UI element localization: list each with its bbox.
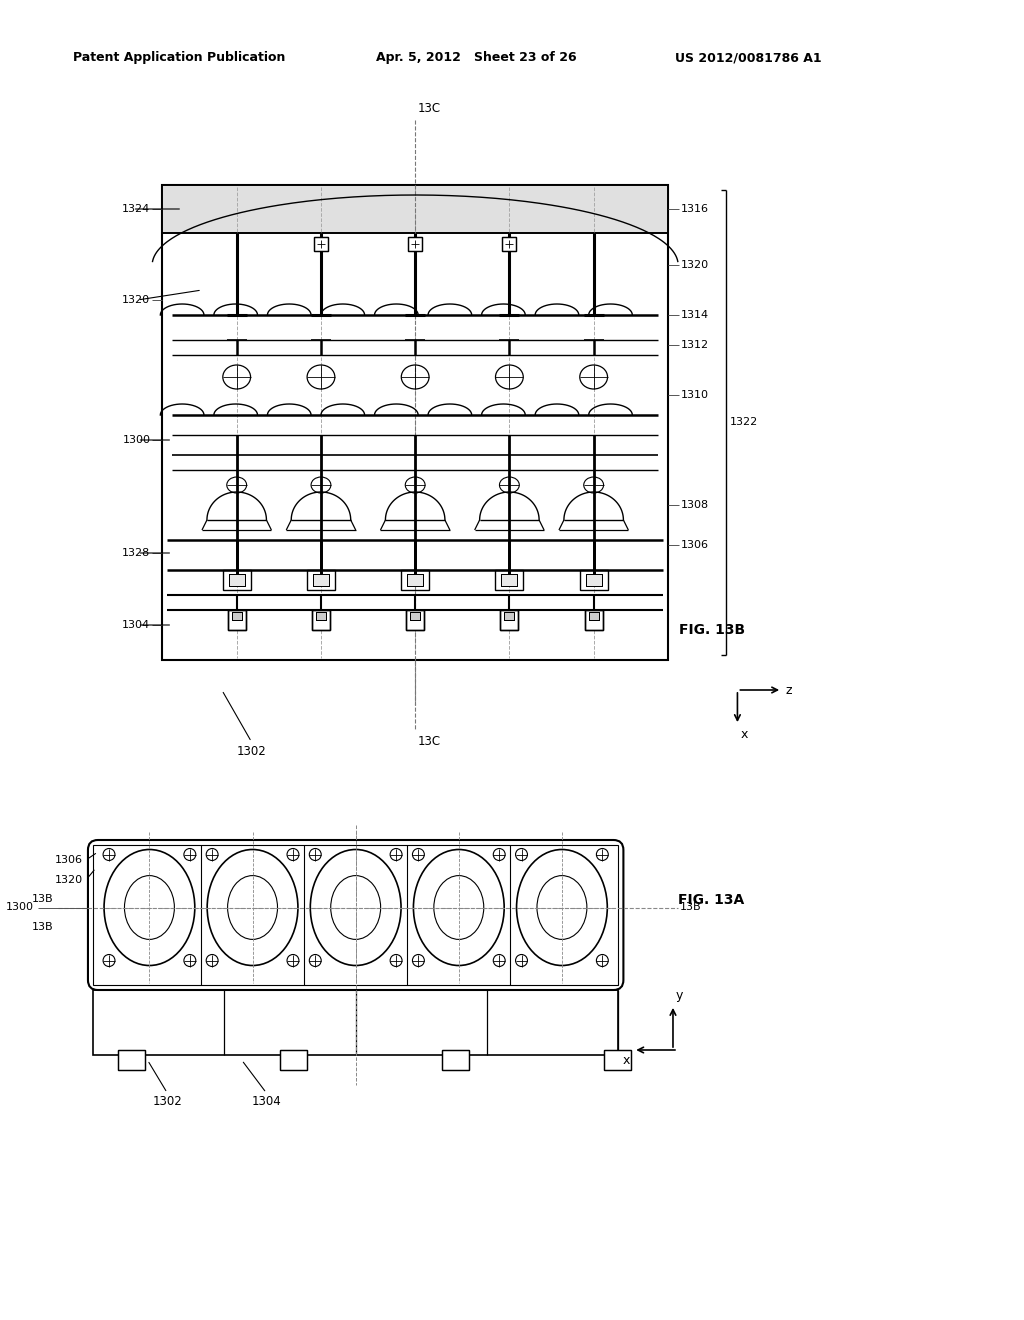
Bar [228, 574, 245, 586]
Bar [441, 1049, 469, 1071]
Bar [163, 185, 668, 234]
Bar [307, 570, 335, 590]
Bar [231, 612, 242, 620]
Bar [411, 612, 420, 620]
Bar [314, 238, 328, 251]
Bar [118, 1049, 145, 1071]
Text: 1310: 1310 [681, 389, 709, 400]
Text: 1306: 1306 [681, 540, 709, 550]
Bar [312, 610, 330, 630]
Bar [408, 574, 423, 586]
Text: 1320: 1320 [681, 260, 709, 271]
Bar [501, 610, 518, 630]
Text: x: x [740, 729, 748, 741]
Text: 1324: 1324 [122, 205, 151, 214]
Bar [163, 185, 668, 660]
Text: z: z [785, 684, 792, 697]
Text: 13B: 13B [680, 903, 701, 912]
Bar [280, 1049, 307, 1071]
Bar [409, 238, 422, 251]
Bar [603, 1049, 632, 1071]
Bar [580, 570, 607, 590]
Text: 13C: 13C [418, 102, 441, 115]
Bar [163, 185, 668, 234]
Text: 1304: 1304 [122, 620, 151, 630]
Text: 13C: 13C [418, 735, 441, 748]
Bar [589, 612, 599, 620]
Text: y: y [676, 989, 683, 1002]
Bar [223, 570, 251, 590]
Bar [231, 612, 242, 620]
Text: 1328: 1328 [122, 548, 151, 558]
Bar [316, 612, 326, 620]
Bar [314, 238, 328, 251]
Bar [585, 610, 602, 630]
Bar [505, 612, 514, 620]
Bar [228, 574, 245, 586]
Bar [401, 570, 429, 590]
Text: 1306: 1306 [55, 855, 83, 865]
Bar [227, 610, 246, 630]
Text: 1308: 1308 [681, 500, 709, 510]
Text: 1314: 1314 [681, 310, 709, 319]
Text: US 2012/0081786 A1: US 2012/0081786 A1 [675, 51, 821, 65]
Text: 1312: 1312 [681, 341, 709, 350]
Bar [586, 574, 601, 586]
Text: 1304: 1304 [252, 1096, 282, 1107]
Bar [505, 612, 514, 620]
Text: 1302: 1302 [237, 744, 266, 758]
Bar [503, 238, 516, 251]
Bar [316, 612, 326, 620]
Text: 13B: 13B [32, 923, 53, 932]
Bar [313, 574, 329, 586]
Text: 1316: 1316 [681, 205, 709, 214]
Text: Patent Application Publication: Patent Application Publication [73, 51, 286, 65]
Bar [407, 610, 424, 630]
Text: 1300: 1300 [5, 903, 34, 912]
Bar [585, 610, 602, 630]
Bar [227, 610, 246, 630]
Text: x: x [623, 1053, 631, 1067]
Bar [589, 612, 599, 620]
Text: 1302: 1302 [153, 1096, 182, 1107]
Text: FIG. 13A: FIG. 13A [678, 894, 744, 907]
Bar [411, 612, 420, 620]
Bar [503, 238, 516, 251]
Bar [441, 1049, 469, 1071]
Bar [312, 610, 330, 630]
Bar [118, 1049, 145, 1071]
Bar [603, 1049, 632, 1071]
Text: 1322: 1322 [729, 417, 758, 426]
Bar [93, 845, 618, 985]
Bar [408, 574, 423, 586]
Text: 13B: 13B [32, 895, 53, 904]
Text: 1320: 1320 [55, 875, 83, 884]
Bar [586, 574, 601, 586]
Text: 1300: 1300 [123, 436, 151, 445]
Bar [496, 570, 523, 590]
Bar [502, 574, 517, 586]
Text: 1320: 1320 [122, 294, 151, 305]
Bar [502, 574, 517, 586]
Bar [93, 990, 618, 1055]
Text: FIG. 13B: FIG. 13B [679, 623, 745, 638]
Bar [407, 610, 424, 630]
Bar [501, 610, 518, 630]
Bar [409, 238, 422, 251]
Bar [313, 574, 329, 586]
Bar [280, 1049, 307, 1071]
Text: Apr. 5, 2012   Sheet 23 of 26: Apr. 5, 2012 Sheet 23 of 26 [376, 51, 577, 65]
